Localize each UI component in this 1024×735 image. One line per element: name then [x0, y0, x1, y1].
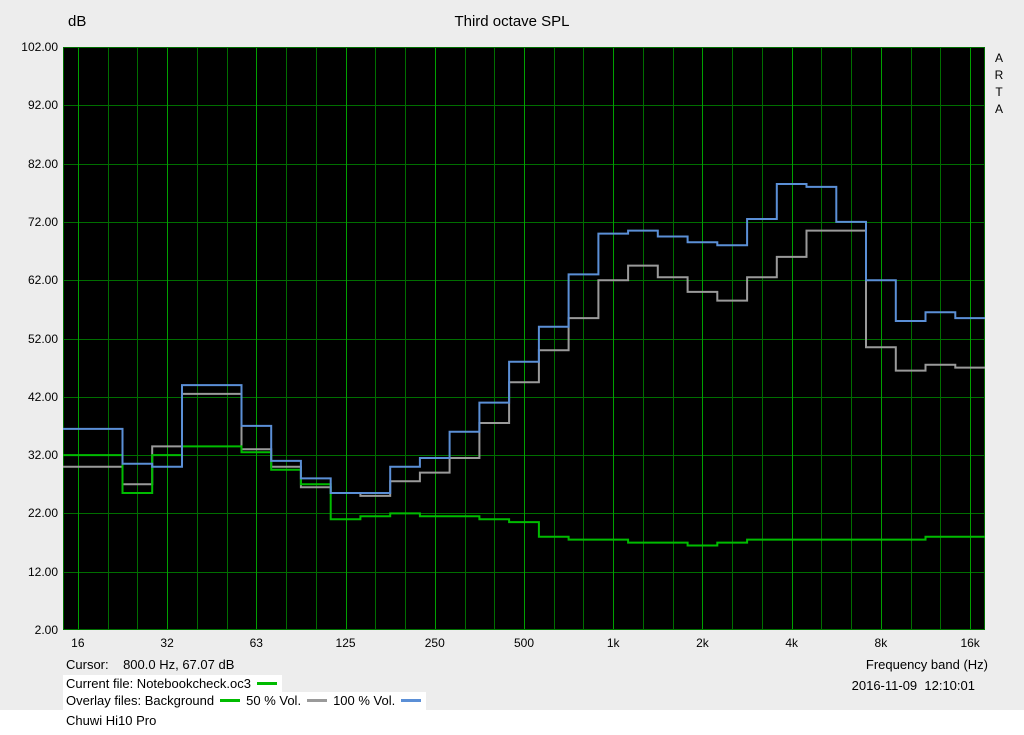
x-tick-label: 1k [606, 636, 620, 650]
device-caption: Chuwi Hi10 Pro [66, 713, 157, 728]
x-tick-label: 500 [513, 636, 535, 650]
legend-swatch-current-file [256, 682, 277, 685]
cursor-readout: Cursor: 800.0 Hz, 67.07 dB [66, 657, 235, 672]
x-tick-label: 4k [785, 636, 799, 650]
y-tick-label: 62.00 [27, 273, 58, 288]
watermark-letter: T [995, 85, 1003, 99]
series-curve-background [63, 445, 985, 547]
x-tick-label: 63 [249, 636, 263, 650]
x-tick-label: 250 [424, 636, 445, 650]
x-tick-label: 32 [160, 636, 174, 650]
y-tick-label: 92.00 [27, 98, 58, 113]
watermark-letter: A [994, 51, 1003, 65]
overlay-files-label: Overlay files: Background [66, 693, 215, 708]
y-tick-label: 82.00 [27, 156, 58, 171]
spl-plot-area[interactable] [63, 47, 985, 630]
watermark-letter: A [994, 102, 1003, 116]
y-axis-unit-label: dB [68, 13, 87, 30]
y-tick-label: 72.00 [27, 214, 58, 229]
series-curve-100-vol [63, 183, 985, 494]
caption-strip: Chuwi Hi10 Pro [0, 710, 1024, 735]
current-file-row: Current file: Notebookcheck.oc3 [63, 675, 282, 693]
x-tick-label: 125 [335, 636, 356, 650]
current-file-label: Current file: Notebookcheck.oc3 [66, 676, 251, 691]
y-tick-label: 22.00 [27, 506, 58, 521]
y-tick-label: 52.00 [27, 331, 58, 346]
legend-swatch-background [220, 699, 241, 702]
chart-title: Third octave SPL [454, 13, 570, 30]
y-tick-label: 102.00 [21, 40, 58, 54]
legend-swatch-100 [401, 699, 422, 702]
x-tick-label: 8k [874, 636, 888, 650]
overlay-100-label: 100 % Vol. [333, 693, 396, 708]
series-curve-50-vol [63, 229, 985, 497]
x-tick-label: 16k [960, 636, 980, 650]
x-tick-label: 16 [71, 636, 85, 650]
x-axis-label: Frequency band (Hz) [865, 657, 988, 672]
overlay-50-label: 50 % Vol. [246, 693, 302, 708]
watermark-letter: R [994, 68, 1004, 82]
overlay-files-row: Overlay files: Background 50 % Vol. 100 … [63, 692, 427, 710]
y-tick-label: 32.00 [27, 448, 58, 463]
y-tick-label: 42.00 [27, 389, 58, 404]
datetime-label: 2016-11-09 12:10:01 [851, 678, 975, 693]
x-tick-label: 2k [696, 636, 709, 650]
y-tick-label: 2.00 [34, 623, 58, 637]
spl-plot-svg [63, 47, 985, 630]
legend-swatch-50 [307, 699, 328, 702]
plot-border [63, 47, 985, 630]
y-tick-label: 12.00 [27, 564, 58, 579]
